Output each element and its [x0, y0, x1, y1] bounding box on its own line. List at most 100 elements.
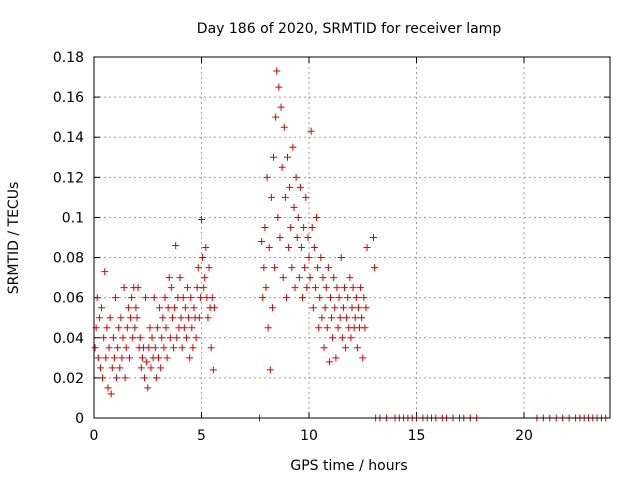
- data-point: [124, 304, 132, 312]
- data-point: [347, 334, 355, 342]
- data-point: [333, 284, 341, 292]
- data-points: [91, 67, 610, 422]
- data-point: [308, 223, 316, 231]
- data-point: [199, 254, 207, 262]
- data-point: [300, 223, 308, 231]
- x-tick-label: 20: [515, 428, 533, 444]
- data-point: [108, 364, 116, 372]
- data-point: [170, 344, 178, 352]
- data-point: [282, 294, 290, 302]
- data-point: [148, 334, 156, 342]
- axis-ticks: 0 0.02 0.04 0.06 0.08 0.1 0.12 0.14 0.16 0.18 0 5 10…: [53, 50, 610, 444]
- data-point: [339, 304, 347, 312]
- data-point: [104, 384, 112, 392]
- data-point: [189, 344, 197, 352]
- data-point: [185, 314, 193, 322]
- data-point: [134, 284, 142, 292]
- data-point: [265, 244, 273, 252]
- data-point: [160, 344, 168, 352]
- y-tick-label: 0.14: [53, 130, 84, 146]
- data-point: [274, 213, 282, 221]
- data-point: [181, 304, 189, 312]
- data-point: [315, 324, 323, 332]
- data-point: [107, 390, 115, 398]
- data-point: [202, 244, 210, 252]
- data-point: [171, 304, 179, 312]
- data-point: [262, 284, 270, 292]
- data-point: [136, 334, 144, 342]
- data-point: [357, 284, 365, 292]
- plot-frame: [93, 56, 611, 419]
- data-point: [292, 173, 300, 181]
- data-point: [349, 284, 357, 292]
- data-point: [296, 183, 304, 191]
- data-point: [156, 304, 164, 312]
- data-point: [297, 244, 305, 252]
- data-point: [329, 334, 337, 342]
- data-point: [311, 284, 319, 292]
- data-point: [158, 334, 166, 342]
- data-point: [153, 324, 161, 332]
- data-point: [91, 344, 99, 352]
- data-point: [165, 274, 173, 282]
- data-point: [150, 294, 158, 302]
- data-point: [323, 324, 331, 332]
- data-point: [118, 354, 126, 362]
- data-point: [281, 193, 289, 201]
- data-point: [102, 354, 110, 362]
- data-point: [288, 264, 296, 272]
- data-point: [359, 354, 367, 362]
- data-point: [278, 163, 286, 171]
- data-point: [115, 324, 123, 332]
- data-point: [188, 324, 196, 332]
- data-point: [280, 123, 288, 131]
- data-point: [210, 304, 218, 312]
- y-tick-label: 0.02: [53, 371, 84, 387]
- data-point: [95, 314, 103, 322]
- data-point: [155, 354, 162, 362]
- data-point: [137, 364, 145, 372]
- data-point: [198, 215, 205, 223]
- data-point: [344, 294, 352, 302]
- data-point: [314, 264, 322, 272]
- data-point: [207, 344, 215, 352]
- data-point: [144, 384, 152, 392]
- data-point: [331, 304, 339, 312]
- data-point: [173, 334, 181, 342]
- data-point: [302, 193, 310, 201]
- data-point: [187, 294, 195, 302]
- y-tick-label: 0.04: [53, 331, 84, 347]
- y-tick-label: 0.08: [53, 251, 84, 267]
- data-point: [261, 223, 269, 231]
- data-point: [299, 294, 307, 302]
- data-point: [195, 314, 203, 322]
- data-point: [113, 374, 121, 382]
- data-point: [103, 324, 111, 332]
- data-point: [116, 364, 124, 372]
- data-point: [290, 203, 298, 211]
- data-point: [371, 264, 379, 272]
- data-point: [145, 344, 153, 352]
- data-point: [354, 304, 362, 312]
- data-point: [122, 344, 130, 352]
- data-point: [259, 294, 267, 302]
- data-point: [157, 364, 165, 372]
- data-point: [163, 354, 171, 362]
- data-point: [193, 284, 201, 292]
- data-point: [172, 242, 180, 250]
- data-point: [180, 324, 188, 332]
- data-point: [167, 284, 175, 292]
- data-point: [129, 334, 137, 342]
- data-point: [348, 304, 356, 312]
- data-point: [291, 284, 299, 292]
- data-point: [279, 274, 287, 282]
- data-point: [264, 324, 272, 332]
- data-point: [267, 193, 275, 201]
- data-point: [358, 314, 366, 322]
- data-point: [271, 264, 279, 272]
- data-point: [209, 366, 217, 374]
- data-point: [133, 314, 141, 322]
- data-point: [303, 284, 311, 292]
- data-point: [289, 143, 297, 151]
- y-axis-label: SRMTID / TECUs: [6, 182, 22, 295]
